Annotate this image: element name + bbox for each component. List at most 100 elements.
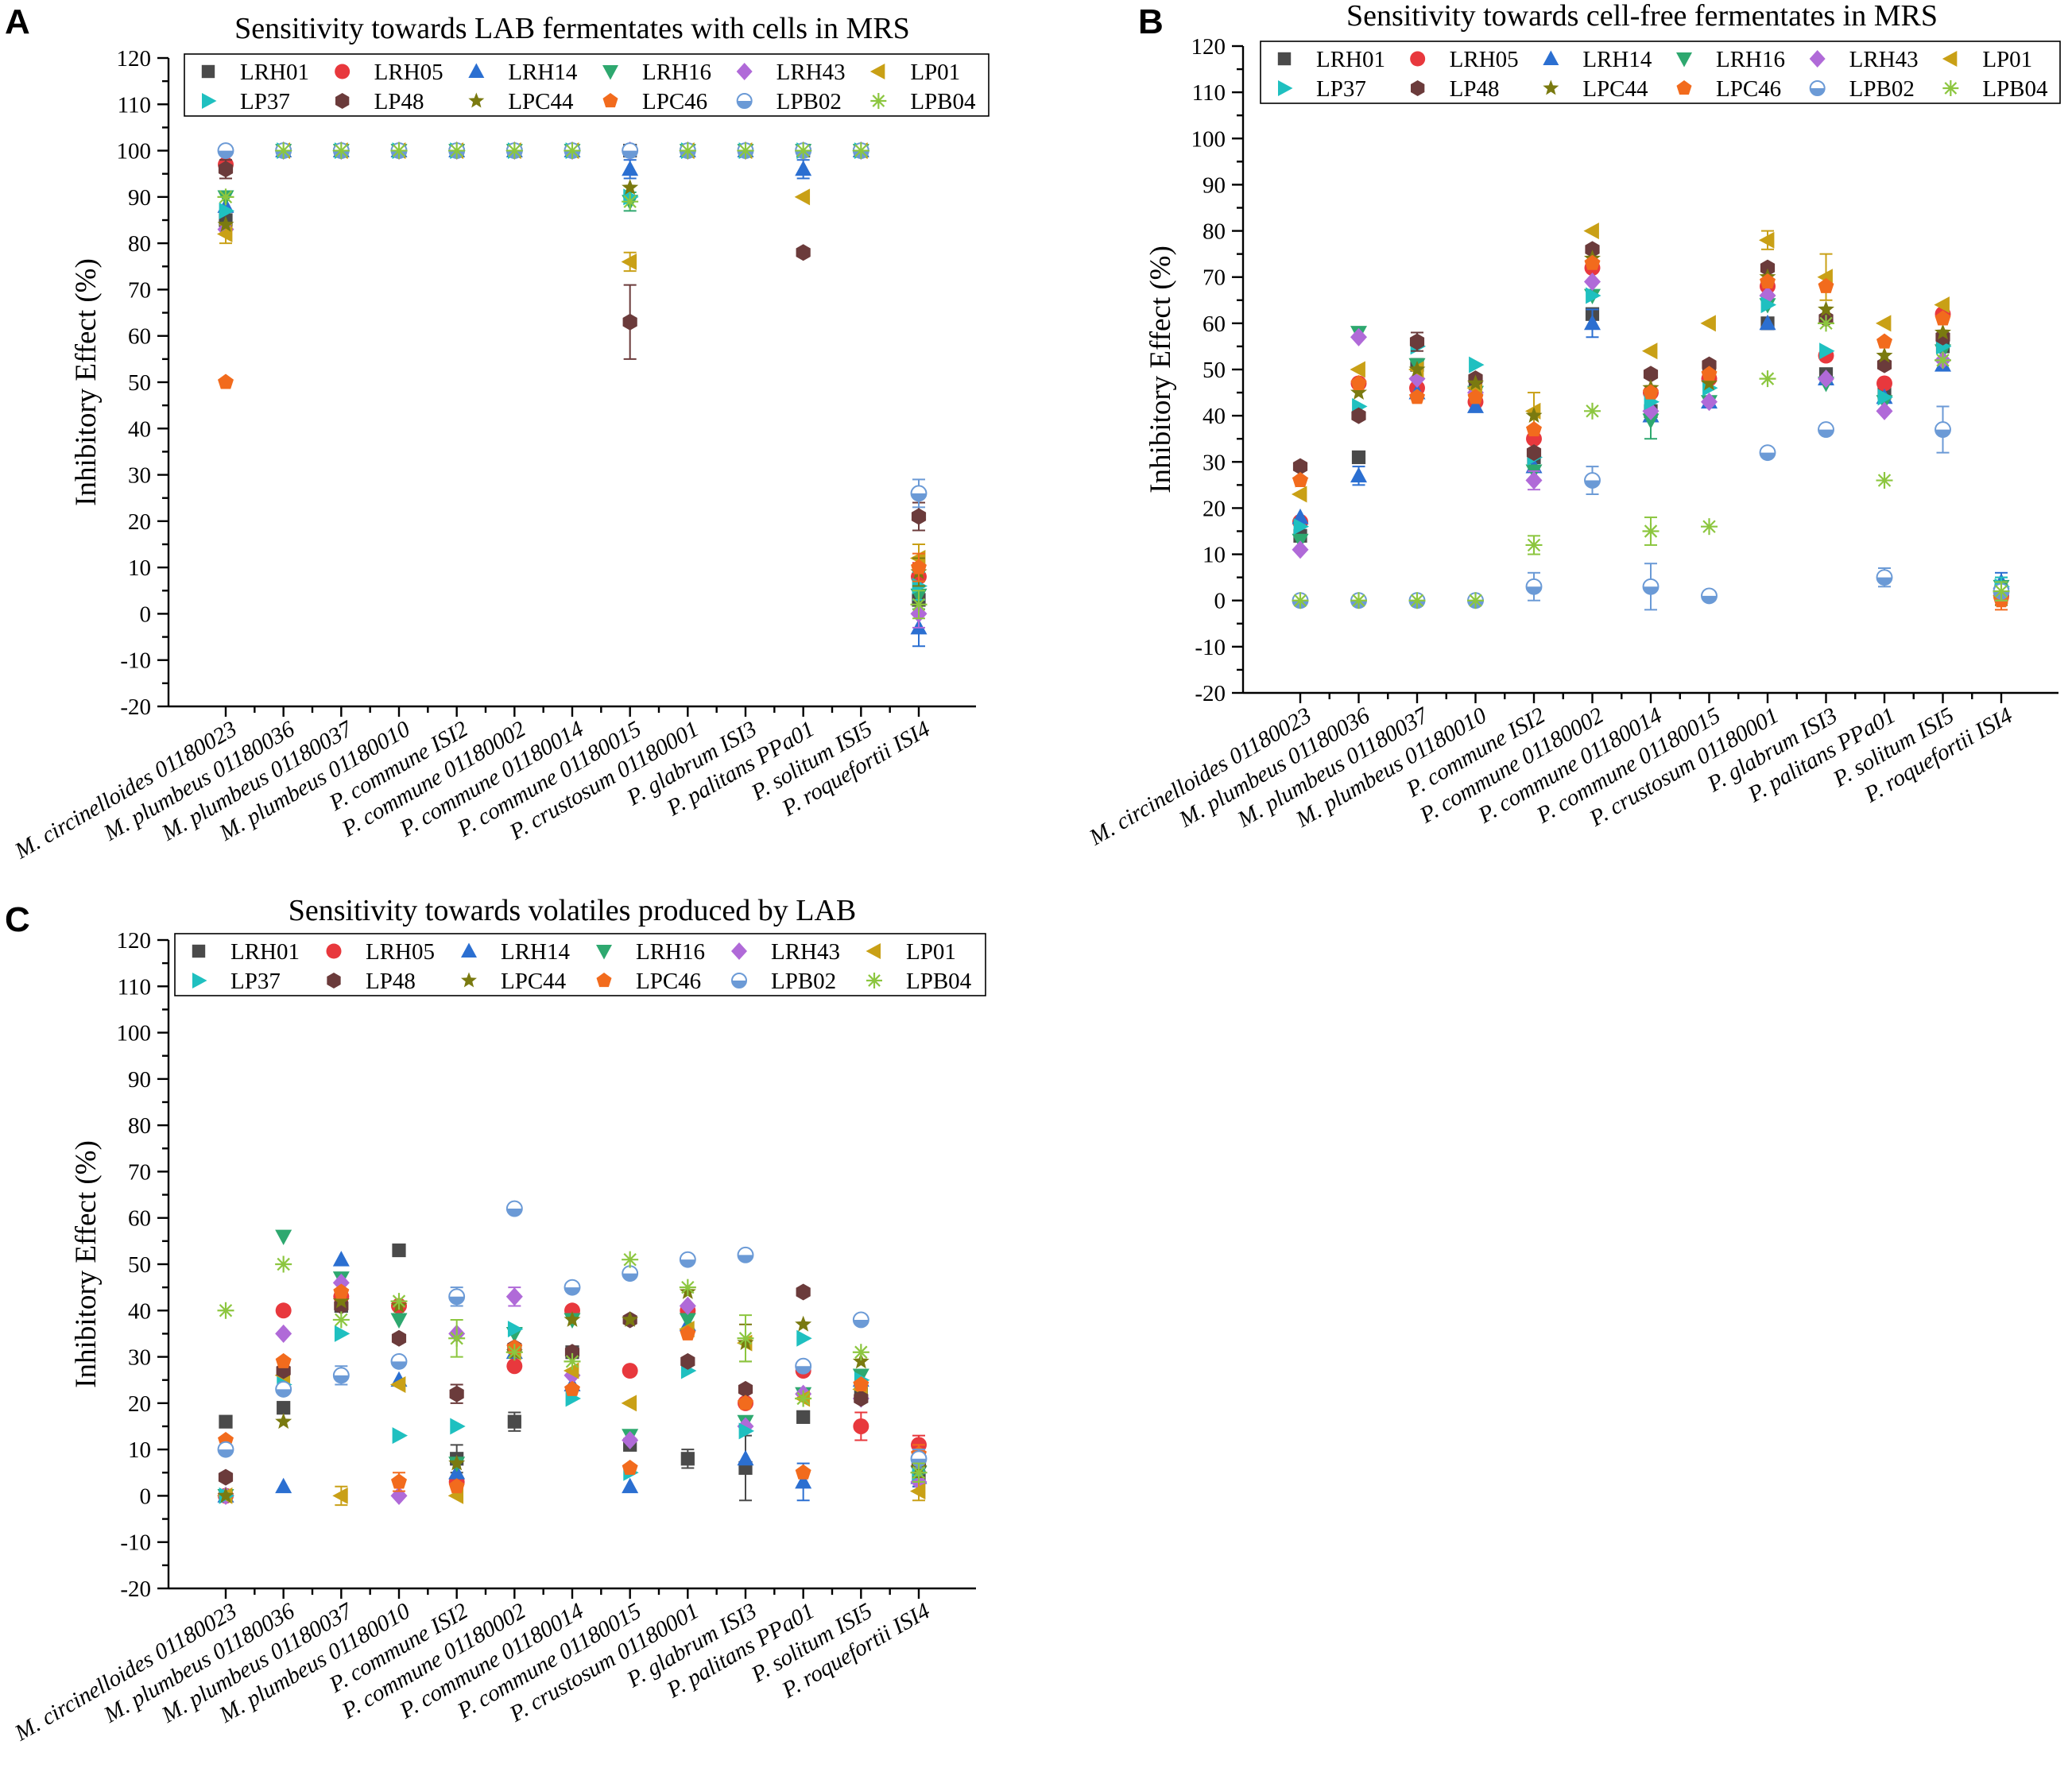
point-lpc46-9 — [738, 1395, 753, 1410]
point-lp37-3 — [1469, 356, 1485, 373]
point-lpc44-7 — [622, 1310, 639, 1327]
legend-marker-lp01 — [1942, 51, 1958, 67]
point-lpc44-11 — [1935, 323, 1951, 340]
point-lpb02-0 — [217, 1441, 234, 1458]
point-lp01-6 — [563, 1362, 579, 1379]
point-lpc46-9 — [1818, 277, 1834, 293]
point-lrh16-6 — [1642, 413, 1660, 429]
y-tick-label: 30 — [128, 1345, 151, 1371]
point-lpc44-4 — [448, 1454, 466, 1471]
series-lrh43 — [217, 141, 928, 629]
point-lp48-6 — [1643, 366, 1659, 383]
point-lpb02-8 — [1759, 444, 1776, 462]
legend-item-lp48: LP48 — [1411, 76, 1500, 102]
point-lp37-0 — [219, 202, 235, 219]
y-tick-label: -10 — [120, 648, 151, 674]
y-axis-label: Inhibitory Effect (%) — [1144, 246, 1177, 493]
y-tick-label: 70 — [1203, 265, 1226, 291]
series-lrh16 — [1292, 288, 2010, 597]
legend: LRH01 LRH05 LRH14 LRH16 LRH43 LP01 LP37 LP48 LPC… — [174, 933, 986, 996]
point-lpb04-9 — [737, 1329, 754, 1347]
point-lrh05-10 — [1876, 375, 1892, 392]
point-lpb02-12 — [910, 485, 928, 502]
point-lp37-5 — [507, 1321, 524, 1338]
legend-item-lrh43: LRH43 — [1809, 47, 1919, 72]
legend-marker-lpb02 — [1809, 80, 1826, 96]
point-lpb04-3 — [390, 1293, 408, 1310]
point-lrh43-8 — [679, 1296, 696, 1316]
legend-item-lrh16: LRH16 — [596, 939, 705, 965]
legend-marker-lpc44 — [461, 972, 477, 988]
legend-item-lp01: LP01 — [869, 60, 960, 85]
legend-item-lpc44: LPC44 — [468, 89, 574, 114]
y-tick-label: 0 — [140, 1484, 152, 1509]
point-lrh05-7 — [622, 1363, 638, 1379]
legend-item-lp01: LP01 — [1942, 47, 2032, 72]
point-lpc44-1 — [1350, 384, 1367, 400]
panel-c: C Sensitivity towards volatiles produced … — [5, 894, 986, 1747]
series-lp48 — [218, 142, 927, 532]
legend-item-lpc44: LPC44 — [1543, 76, 1648, 102]
point-lrh01-3 — [392, 1243, 406, 1258]
point-lp48-2 — [1409, 333, 1425, 350]
point-lp37-3 — [392, 1427, 409, 1445]
point-lpb04-5 — [505, 1344, 523, 1361]
point-lpc44-11 — [852, 1352, 869, 1369]
series-lrh05 — [218, 142, 927, 592]
legend-label: LRH05 — [366, 939, 435, 965]
legend-label: LP37 — [230, 969, 281, 994]
point-lpb04-5 — [505, 142, 523, 160]
point-lpb02-5 — [1584, 472, 1601, 489]
point-lp01-7 — [621, 1395, 637, 1412]
point-lp48-6 — [564, 1344, 580, 1361]
y-tick-label: 0 — [1214, 589, 1226, 614]
point-lp48-0 — [218, 161, 234, 178]
point-lp48-0 — [218, 1468, 234, 1486]
point-lp37-9 — [1819, 342, 1835, 360]
point-lrh05-1 — [275, 1302, 292, 1319]
legend-item-lrh16: LRH16 — [1676, 47, 1785, 72]
point-lpb04-6 — [564, 142, 581, 160]
legend-label: LPC46 — [636, 969, 701, 994]
point-lp37-10 — [1877, 389, 1894, 406]
point-lpc44-7 — [1701, 374, 1718, 391]
point-lp01-0 — [1291, 486, 1307, 503]
legend-label: LRH01 — [1316, 47, 1385, 72]
point-lrh43-1 — [1350, 327, 1367, 346]
point-lpc46-3 — [1467, 389, 1484, 404]
point-lp48-5 — [1585, 241, 1600, 258]
y-tick-label: 80 — [1203, 219, 1226, 245]
point-lrh01-8 — [680, 1452, 695, 1466]
legend-marker-lrh43 — [1809, 50, 1826, 68]
y-tick-label: 20 — [1203, 496, 1226, 521]
legend-label: LP37 — [1316, 76, 1366, 102]
series-lp01 — [216, 142, 926, 573]
series-lpb04 — [217, 142, 928, 620]
point-lpc44-0 — [217, 215, 234, 232]
legend-label: LRH43 — [777, 60, 846, 85]
legend-marker-lrh43 — [736, 63, 753, 80]
legend-marker-lpc44 — [468, 92, 485, 108]
point-lp01-11 — [1934, 296, 1950, 314]
point-lpb04-6 — [564, 1352, 581, 1370]
legend-label: LRH16 — [636, 939, 705, 965]
legend-item-lrh43: LRH43 — [736, 60, 846, 85]
point-lpc46-0 — [218, 373, 234, 389]
legend-item-lrh01: LRH01 — [1277, 47, 1385, 72]
y-tick-label: 90 — [1203, 172, 1226, 198]
point-lp48-9 — [738, 1380, 753, 1398]
legend-label: LP48 — [1450, 76, 1500, 102]
y-tick-label: 110 — [1192, 80, 1226, 106]
point-lpb04-1 — [275, 1255, 292, 1273]
y-tick-label: 50 — [128, 370, 151, 396]
point-lpb04-5 — [1584, 402, 1601, 420]
point-lpb04-3 — [1467, 592, 1484, 609]
point-lrh43-5 — [1584, 272, 1601, 292]
point-lpb02-2 — [332, 1367, 350, 1384]
point-lp37-5 — [1586, 287, 1601, 304]
legend-item-lpc44: LPC44 — [461, 969, 567, 994]
point-lpb04-8 — [1759, 370, 1776, 388]
legend-label: LRH43 — [1849, 47, 1919, 72]
legend-marker-lp48 — [335, 93, 350, 109]
point-lpb04-1 — [1350, 592, 1367, 609]
